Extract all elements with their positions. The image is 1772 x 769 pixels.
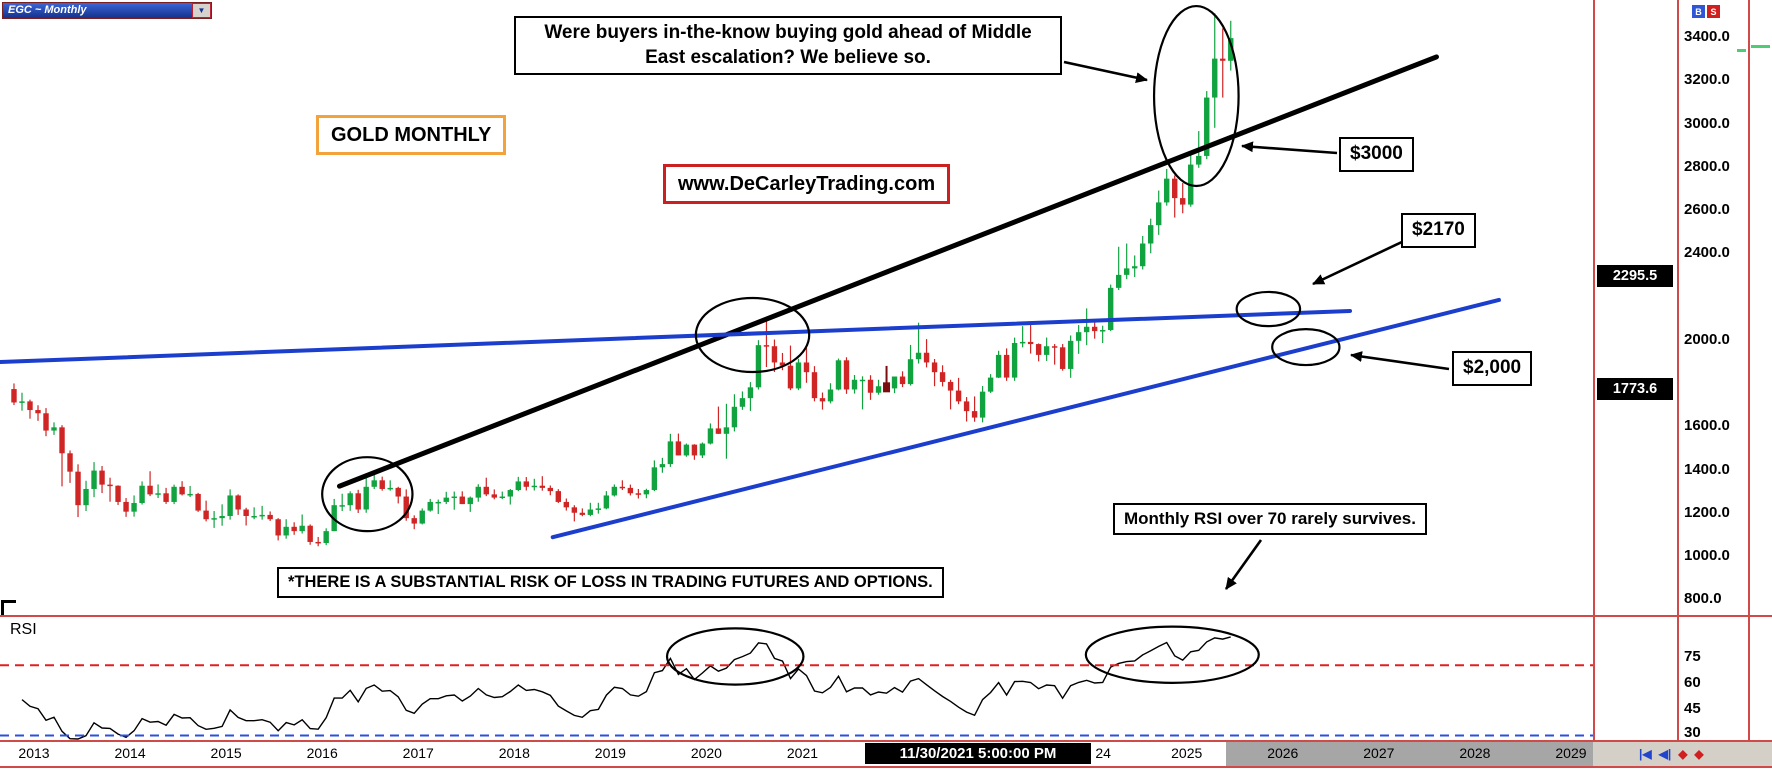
price-axis-label: 800.0 (1684, 590, 1722, 608)
rsi-axis-label: 30 (1684, 724, 1701, 741)
annotation-arrow-2[interactable] (1241, 141, 1338, 155)
blue-support-line[interactable] (550, 297, 1501, 540)
chart-nav-toolbar: |◀ ◀| ◆ ◆ (1593, 742, 1772, 766)
last-price-box: 1773.6 (1597, 377, 1673, 400)
price-axis-label: 3200.0 (1684, 71, 1730, 89)
x-axis-year-label: 2027 (1363, 745, 1395, 761)
panel-separator-line (0, 615, 1772, 617)
go-last-icon[interactable]: ◀| (1658, 747, 1672, 761)
annotation-ellipse-4[interactable] (1235, 290, 1302, 328)
price-marker-column: 2295.5 1773.6 (1595, 0, 1675, 740)
axis-divider-line (1677, 0, 1679, 742)
rsi-axis-label: 60 (1684, 673, 1701, 691)
last-price-tick (1751, 45, 1770, 48)
x-axis-year-label: 2018 (498, 745, 530, 761)
annotation-risk-disclaimer: *THERE IS A SUBSTANTIAL RISK OF LOSS IN … (277, 567, 944, 599)
x-axis-year-label: 2026 (1267, 745, 1299, 761)
annotation-level-2170[interactable]: $2170 (1401, 213, 1476, 248)
x-axis-year-label: 2028 (1459, 745, 1491, 761)
x-axis-year-label: 2015 (210, 745, 242, 761)
annotation-chart-title[interactable]: GOLD MONTHLY (316, 115, 507, 155)
panel-separator-line (0, 766, 1772, 768)
x-axis-year-label: 2020 (690, 745, 722, 761)
black-uptrend-line[interactable] (336, 54, 1439, 489)
selected-date-display: 11/30/2021 5:00:00 PM (865, 743, 1091, 764)
annotation-ellipse-5[interactable] (1271, 328, 1341, 367)
annotation-arrow-3[interactable] (1312, 239, 1405, 286)
x-axis-year-label: 2021 (786, 745, 819, 761)
dropdown-arrow-icon[interactable]: ▼ (192, 3, 211, 18)
price-axis-label: 3400.0 (1684, 28, 1730, 45)
annotation-ellipse-2[interactable] (694, 296, 811, 374)
panel-separator-line (0, 740, 1772, 742)
symbol-dropdown[interactable]: EGC ~ Monthly ▼ (2, 2, 212, 19)
panel-corner-bracket (1, 600, 16, 616)
x-axis-year-label: 24 (1095, 745, 1111, 761)
x-axis-year-label: 2014 (114, 745, 146, 761)
rsi-line (21, 636, 1231, 740)
x-axis-year-label: 2013 (18, 745, 50, 761)
last-price-box: 2295.5 (1597, 264, 1673, 287)
rsi-axis-label: 75 (1684, 647, 1701, 665)
price-axis-label: 2400.0 (1684, 244, 1730, 262)
time-axis[interactable]: 2013 2014 2015 2016 2017 2018 2019 2020 2021 24 20… (0, 742, 1772, 769)
annotation-ellipse-1[interactable] (321, 456, 414, 533)
x-axis-year-label: 2017 (402, 745, 434, 761)
price-axis-label: 3000.0 (1684, 114, 1730, 132)
annotation-ellipse-3[interactable] (1152, 4, 1240, 188)
price-axis-label: 2000.0 (1684, 330, 1730, 348)
candles-layer (11, 13, 1234, 547)
annotation-arrow-5[interactable] (1224, 539, 1263, 590)
annotation-ellipse-7[interactable] (1084, 625, 1260, 684)
price-axis-label: 1400.0 (1684, 460, 1730, 478)
annotation-level-2000[interactable]: $2,000 (1452, 351, 1533, 386)
symbol-dropdown-value: EGC ~ Monthly (8, 4, 87, 16)
axis-divider-line (1748, 0, 1750, 742)
annotation-arrow-1[interactable] (1063, 60, 1148, 84)
x-axis-year-label: 2016 (306, 745, 338, 761)
blue-resistance-line[interactable] (0, 308, 1353, 365)
axis-divider-line (1593, 0, 1595, 742)
x-axis-year-label: 2019 (594, 745, 626, 761)
future-period-band (1226, 742, 1593, 766)
sell-button[interactable]: S (1707, 5, 1720, 18)
last-price-tick (1737, 49, 1746, 52)
price-axis-label: 1000.0 (1684, 547, 1730, 564)
buy-button[interactable]: B (1692, 5, 1705, 18)
annotation-rsi-note[interactable]: Monthly RSI over 70 rarely survives. (1113, 503, 1427, 536)
go-first-icon[interactable]: |◀ (1639, 747, 1652, 761)
x-axis-year-label: 2025 (1171, 745, 1203, 761)
price-axis-label: 2600.0 (1684, 201, 1730, 218)
annotation-buyers-note[interactable]: Were buyers in-the-know buying gold ahea… (514, 16, 1062, 76)
annotation-website[interactable]: www.DeCarleyTrading.com (663, 164, 951, 204)
rsi-indicator-label: RSI (10, 621, 37, 638)
x-axis-year-label: 2029 (1555, 745, 1587, 761)
price-axis-label: 1600.0 (1684, 417, 1730, 435)
annotation-ellipse-6[interactable] (665, 627, 805, 686)
annotation-arrow-4[interactable] (1350, 351, 1450, 371)
price-axis[interactable]: 3400.0 3200.0 3000.0 2800.0 2600.0 2400.0 2000… (1681, 0, 1747, 741)
marker-diamond-icon[interactable]: ◆ (1694, 747, 1704, 761)
price-axis-label: 1200.0 (1684, 503, 1730, 521)
annotation-level-3000[interactable]: $3000 (1339, 137, 1414, 172)
price-axis-label: 2800.0 (1684, 157, 1730, 175)
rsi-axis-label: 45 (1684, 700, 1701, 718)
marker-diamond-icon[interactable]: ◆ (1678, 747, 1688, 761)
